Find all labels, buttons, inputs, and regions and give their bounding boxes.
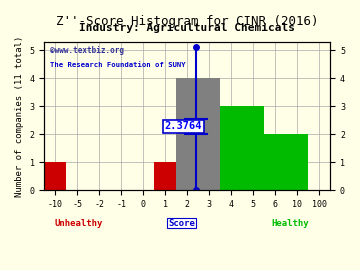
- Bar: [44, 162, 66, 190]
- Bar: [264, 134, 308, 190]
- Text: The Research Foundation of SUNY: The Research Foundation of SUNY: [50, 62, 186, 69]
- Text: 2.3764: 2.3764: [165, 121, 202, 131]
- Bar: [176, 78, 220, 190]
- Y-axis label: Number of companies (11 total): Number of companies (11 total): [15, 35, 24, 197]
- Text: Healthy: Healthy: [271, 218, 309, 228]
- Title: Z''-Score Histogram for CINR (2016): Z''-Score Histogram for CINR (2016): [56, 15, 319, 28]
- Bar: [154, 162, 176, 190]
- Text: ©www.textbiz.org: ©www.textbiz.org: [50, 46, 124, 55]
- Bar: [220, 106, 264, 190]
- Text: Industry: Agricultural Chemicals: Industry: Agricultural Chemicals: [79, 23, 295, 33]
- Text: Score: Score: [168, 218, 195, 228]
- Text: Unhealthy: Unhealthy: [54, 218, 103, 228]
